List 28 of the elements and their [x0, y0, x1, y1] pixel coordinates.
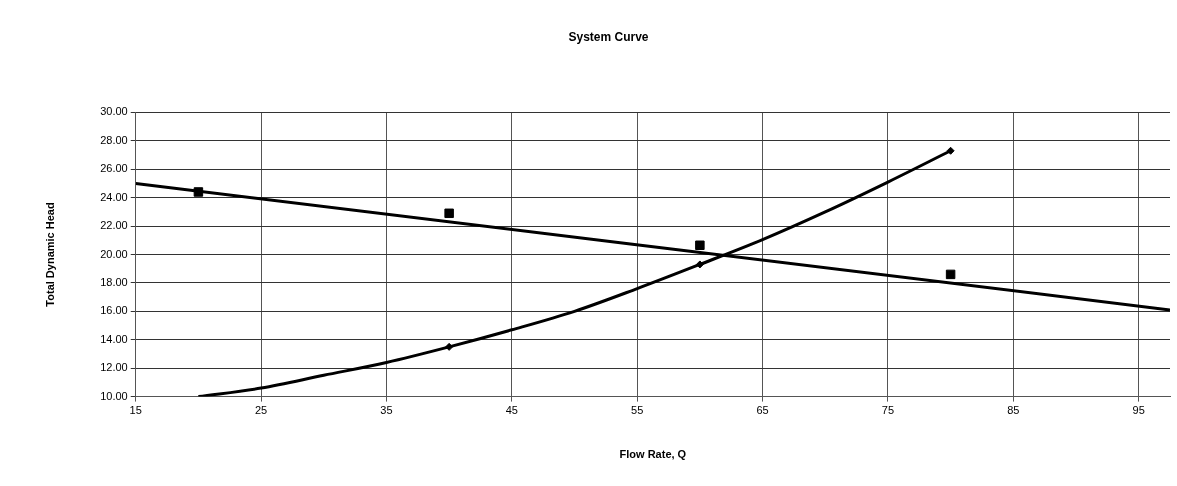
- x-tick-label: 15: [129, 404, 142, 417]
- x-tick-label: 45: [505, 404, 518, 417]
- y-tick-label: 18.00: [100, 275, 128, 288]
- y-tick-label: 12.00: [100, 361, 128, 374]
- y-tick-label: 16.00: [100, 304, 128, 317]
- x-axis-title: Flow Rate, Q: [619, 448, 687, 461]
- y-tick-label: 30.00: [100, 105, 128, 118]
- y-axis-title: Total Dynamic Head: [43, 202, 56, 307]
- point: [695, 240, 705, 251]
- x-tick-label: 95: [1132, 404, 1145, 417]
- y-tick-label: 20.00: [100, 247, 128, 260]
- point: [193, 187, 204, 197]
- point: [444, 208, 454, 219]
- y-tick-label: 14.00: [100, 332, 128, 345]
- y-tick-label: 24.00: [100, 190, 128, 203]
- x-tick-label: 35: [380, 404, 393, 417]
- chart-title: System Curve: [568, 29, 649, 44]
- x-tick-label: 85: [1007, 404, 1020, 417]
- x-tick-label: 65: [756, 404, 769, 417]
- x-tick-label: 75: [881, 404, 895, 417]
- y-tick-label: 22.00: [100, 219, 128, 232]
- y-tick-label: 28.00: [100, 133, 128, 146]
- x-tick-label: 25: [254, 404, 268, 417]
- x-tick-label: 55: [631, 404, 644, 417]
- point: [945, 269, 956, 280]
- point: [946, 146, 955, 155]
- y-tick-label: 26.00: [100, 162, 128, 175]
- y-tick-label: 10.00: [100, 389, 128, 402]
